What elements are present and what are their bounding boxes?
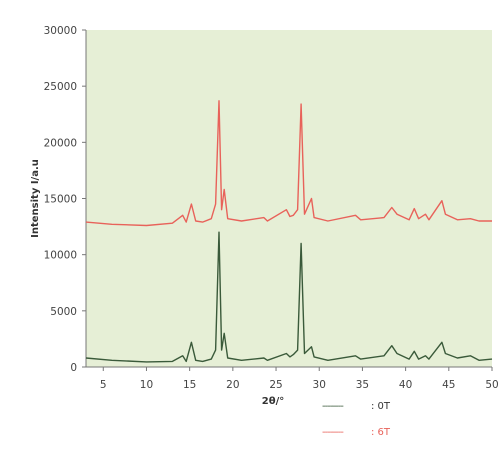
y-tick-label: 10000 xyxy=(44,250,77,262)
legend: -------- : 0T -------- : 6T xyxy=(322,401,391,438)
legend-label-6t: : 6T xyxy=(371,427,391,438)
x-tick-label: 45 xyxy=(442,379,455,391)
x-tick-label: 25 xyxy=(269,379,282,391)
series-line-0t xyxy=(85,231,493,363)
y-tick-label: 15000 xyxy=(44,194,77,206)
x-tick-label: 35 xyxy=(356,379,369,391)
x-tick-label: 5 xyxy=(100,379,107,391)
y-axis: 0 5000 10000 15000 20000 25000 30000 xyxy=(44,25,87,374)
plot-area xyxy=(86,30,492,367)
y-axis-title: Intensity I/a.u xyxy=(30,159,41,238)
series-layer xyxy=(85,100,493,363)
x-tick-label: 30 xyxy=(313,379,326,391)
legend-line-6t: -------- xyxy=(322,427,344,438)
x-tick-label: 15 xyxy=(183,379,196,391)
x-axis-title: 2θ/° xyxy=(262,396,284,407)
legend-line-0t: -------- xyxy=(322,401,344,412)
x-tick-label: 10 xyxy=(140,379,153,391)
x-axis: 5 10 15 20 25 30 35 40 45 50 xyxy=(86,366,499,391)
series-line-6t xyxy=(85,100,492,227)
x-tick-label: 20 xyxy=(226,379,239,391)
y-tick-label: 0 xyxy=(70,362,77,374)
x-tick-label: 50 xyxy=(485,379,498,391)
x-tick-label: 40 xyxy=(399,379,412,391)
y-tick-label: 5000 xyxy=(50,306,77,318)
y-tick-label: 30000 xyxy=(44,25,77,37)
legend-label-0t: : 0T xyxy=(371,401,391,412)
y-tick-label: 25000 xyxy=(44,81,77,93)
y-tick-label: 20000 xyxy=(44,137,77,149)
